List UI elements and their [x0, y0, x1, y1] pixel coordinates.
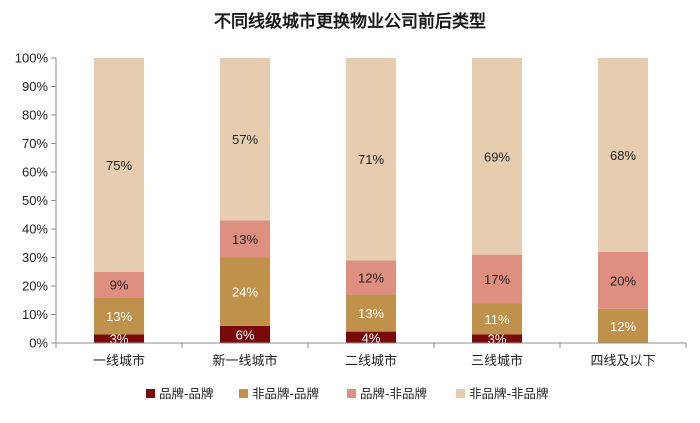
bar-segment [472, 254, 522, 304]
legend-label: 品牌-非品牌 [360, 386, 427, 401]
data-label: 75% [106, 158, 132, 173]
y-tick-label: 0% [29, 336, 48, 351]
legend-label: 品牌-品牌 [159, 386, 214, 401]
bar-segment [220, 325, 270, 343]
bar-segment [346, 294, 396, 332]
y-tick-label: 90% [22, 79, 48, 94]
x-tick-label: 二线城市 [345, 353, 397, 369]
bar-segment [220, 58, 270, 221]
legend-swatch [146, 389, 155, 398]
bar-segment [94, 271, 144, 298]
data-label: 57% [232, 132, 258, 147]
data-label: 9% [110, 278, 129, 293]
data-label: 12% [358, 270, 384, 285]
bar-segment [472, 334, 522, 343]
y-tick-label: 60% [22, 165, 48, 180]
data-label: 13% [106, 309, 132, 324]
data-label: 69% [484, 149, 510, 164]
data-label: 12% [610, 319, 636, 334]
data-label: 4% [362, 330, 381, 345]
data-label: 6% [236, 327, 255, 342]
bar-segment [94, 297, 144, 335]
data-label: 11% [484, 312, 509, 327]
bar-segment [346, 260, 396, 295]
bar-segment [346, 58, 396, 261]
bar-segment [346, 331, 396, 343]
legend-label: 非品牌-非品牌 [469, 386, 549, 401]
data-label: 17% [484, 272, 510, 287]
chart-title: 不同线级城市更换物业公司前后类型 [214, 11, 486, 32]
y-tick-label: 30% [22, 250, 48, 265]
x-tick-label: 四线及以下 [590, 354, 655, 369]
legend-label: 非品牌-品牌 [252, 386, 319, 401]
y-tick-label: 20% [22, 279, 48, 294]
legend: 品牌-品牌 非品牌-品牌 品牌-非品牌 非品牌-非品牌 [146, 386, 549, 401]
x-tick-label: 新一线城市 [212, 353, 277, 369]
data-label: 13% [358, 306, 384, 321]
bar-segment [472, 58, 522, 255]
data-label: 13% [232, 232, 258, 247]
x-tick-label: 一线城市 [93, 353, 145, 369]
y-tick-label: 80% [22, 108, 48, 123]
data-label: 71% [358, 152, 384, 167]
bar-segment [220, 257, 270, 326]
bar-segment [472, 303, 522, 335]
legend-swatch [456, 389, 465, 398]
data-label: 68% [610, 148, 636, 163]
bar-segment [94, 334, 144, 343]
bar-segment [598, 58, 648, 252]
bar-segment [94, 58, 144, 272]
y-tick-label: 10% [22, 307, 48, 322]
bar-segment [598, 251, 648, 309]
bar-segment [598, 308, 648, 343]
y-tick-label: 100% [15, 51, 49, 66]
x-tick-label: 三线城市 [471, 353, 523, 369]
bar-segment [220, 220, 270, 258]
data-label: 20% [610, 273, 636, 288]
y-tick-label: 40% [22, 222, 48, 237]
legend-swatch [347, 389, 356, 398]
y-tick-label: 50% [22, 193, 48, 208]
plot-area: 0%10%20%30%40%50%60%70%80%90%100%3%13%9%… [15, 51, 687, 369]
y-tick-label: 70% [22, 136, 48, 151]
data-label: 24% [232, 285, 258, 300]
legend-swatch [239, 389, 248, 398]
